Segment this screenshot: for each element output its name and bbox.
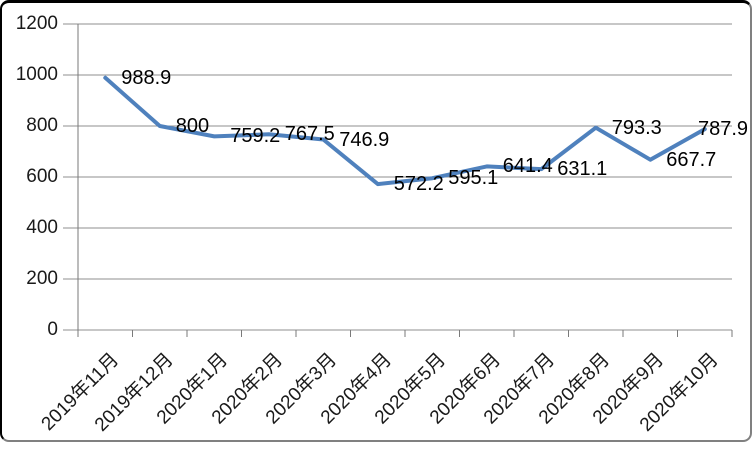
y-tick-label: 200 (26, 268, 58, 289)
data-label: 631.1 (557, 158, 608, 181)
data-label: 800 (175, 115, 210, 137)
data-label: 746.9 (339, 128, 390, 151)
data-label: 667.7 (666, 148, 717, 171)
y-tick-label: 1200 (15, 13, 58, 34)
data-label: 595.1 (448, 167, 499, 190)
data-label: 787.9 (698, 118, 749, 141)
y-tick-label: 600 (26, 166, 58, 187)
y-tick-label: 400 (26, 217, 58, 238)
chart-frame (0, 0, 752, 442)
series-line (103, 75, 707, 187)
data-label: 793.3 (611, 116, 662, 139)
data-label: 767.5 (284, 123, 335, 146)
y-tick-label: 1000 (15, 64, 58, 85)
data-label: 988.9 (121, 66, 172, 89)
data-label: 572.2 (393, 173, 444, 196)
data-label: 641.4 (502, 155, 553, 178)
y-tick-label: 0 (47, 319, 58, 340)
data-label: 759.2 (230, 125, 281, 148)
y-tick-label: 800 (26, 115, 58, 136)
